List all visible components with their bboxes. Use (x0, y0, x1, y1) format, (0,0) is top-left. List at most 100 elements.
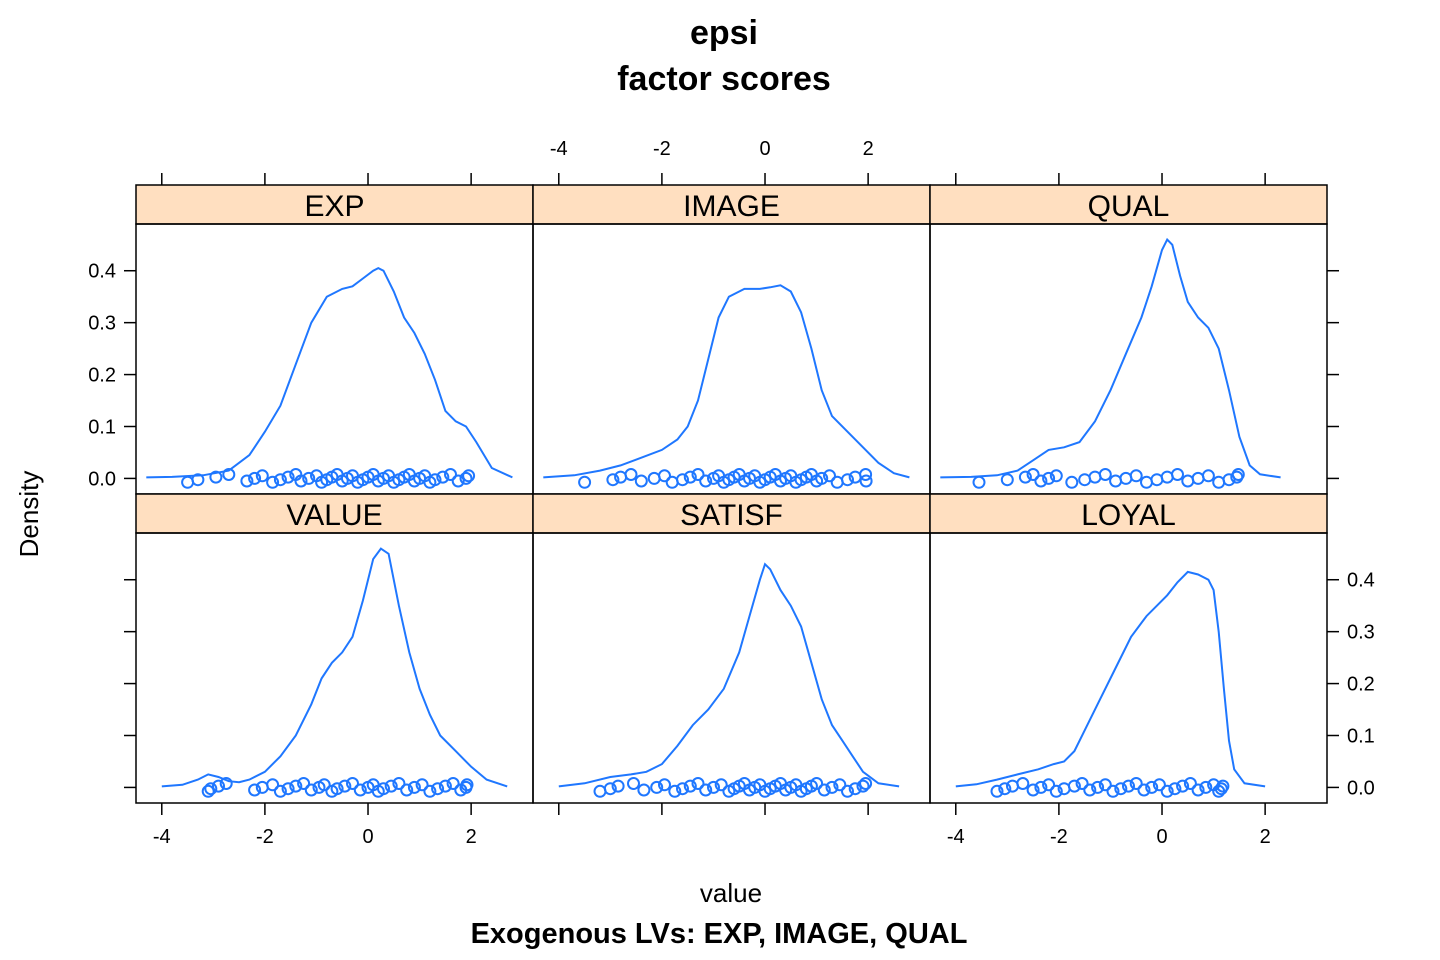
data-point (266, 475, 280, 489)
data-point (1078, 473, 1092, 487)
data-point (204, 782, 218, 796)
data-point (1152, 778, 1166, 792)
data-point (281, 782, 295, 796)
data-point (273, 784, 287, 798)
panel-loyal: LOYAL (929, 493, 1328, 804)
data-point (436, 470, 450, 484)
data-point (444, 468, 457, 481)
data-point (1140, 475, 1153, 489)
density-curve-value (161, 547, 508, 788)
x-tick-label: -2 (653, 138, 671, 160)
panel-frame-qual (929, 223, 1328, 495)
data-point (699, 783, 713, 797)
data-point (330, 782, 344, 796)
data-point (451, 474, 465, 488)
data-point (998, 782, 1012, 796)
strip-label-qual: QUAL (1088, 190, 1170, 223)
data-point (1065, 475, 1079, 489)
data-point (1034, 474, 1048, 488)
data-point (699, 474, 713, 488)
panel-qual: QUAL (929, 184, 1328, 495)
data-point (683, 779, 697, 793)
y-tick-label: 0.3 (88, 313, 116, 335)
data-point (1083, 783, 1097, 797)
density-curve-exp (146, 266, 513, 479)
data-point (1042, 471, 1056, 485)
data-point (650, 780, 664, 794)
data-point (1026, 468, 1040, 481)
data-point (990, 784, 1004, 798)
x-tick-label: -2 (1050, 826, 1068, 848)
data-point (830, 475, 844, 489)
data-point (248, 471, 262, 485)
data-point (1034, 780, 1048, 794)
x-tick-label: -2 (256, 826, 274, 848)
data-point (634, 474, 648, 488)
data-point (714, 778, 728, 792)
data-point (1091, 780, 1105, 794)
chart-title-line-2: factor scores (617, 60, 831, 98)
data-point (1106, 784, 1120, 798)
x-tick-label: -4 (947, 826, 965, 848)
data-point (219, 777, 233, 790)
data-point (212, 779, 225, 793)
data-point (423, 784, 437, 798)
data-point (431, 782, 445, 796)
data-point (815, 471, 829, 485)
data-point (1122, 779, 1135, 793)
data-point (460, 778, 474, 792)
panel-frame-value (135, 532, 534, 804)
data-point (459, 471, 473, 485)
data-point (637, 783, 651, 797)
strip-label-image: IMAGE (683, 190, 780, 223)
data-point (240, 474, 254, 488)
data-point (1183, 777, 1197, 790)
chart-subtitle: Exogenous LVs: EXP, IMAGE, QUAL (471, 918, 968, 950)
chart-title-line-1: epsi (690, 14, 758, 52)
strip-label-exp: EXP (304, 190, 364, 223)
strip-label-satisf: SATISF (680, 499, 783, 532)
data-point (1088, 470, 1102, 484)
panel-image: IMAGE (532, 184, 931, 495)
data-point (1049, 784, 1063, 798)
data-point (859, 474, 873, 488)
y-tick-label: 0.3 (1347, 622, 1375, 644)
data-point (1212, 475, 1226, 489)
data-point (1145, 780, 1159, 794)
data-point (647, 471, 661, 485)
data-point (289, 779, 303, 793)
data-point (1114, 782, 1128, 796)
data-point (823, 469, 836, 483)
panel-frame-exp (135, 223, 534, 495)
data-point (438, 779, 452, 793)
panel-frame-satisf (532, 532, 931, 804)
data-point (1191, 783, 1205, 797)
data-point (1150, 473, 1164, 487)
data-point (624, 468, 638, 481)
data-point (825, 780, 839, 794)
data-point (627, 777, 640, 790)
y-tick-label: 0.1 (88, 417, 116, 439)
data-point (841, 784, 854, 798)
data-point (606, 473, 620, 487)
data-point (304, 783, 318, 797)
strip-image (532, 184, 931, 225)
data-point (691, 468, 705, 481)
data-point (665, 475, 679, 489)
data-point (707, 780, 720, 794)
data-point (255, 469, 269, 483)
data-point (1075, 777, 1089, 790)
data-point (668, 784, 682, 798)
data-point (691, 777, 705, 790)
data-point (181, 475, 195, 489)
data-point (209, 470, 223, 484)
axes-group: -4 -4 -4 -2 -2 -2 0 0 0 2 2 2 0.0 0.0 0.1 0.1 0.2 0.2 0.3 0… (88, 138, 1375, 848)
data-point (191, 473, 205, 487)
data-point (1042, 778, 1056, 792)
data-point (1201, 469, 1215, 483)
data-point (1119, 471, 1133, 485)
x-tick-label: -4 (550, 138, 568, 160)
y-tick-label: 0.0 (1347, 777, 1375, 799)
panels-group: EXP IMAGE QUAL VALUE SATISF LOYAL (135, 184, 1328, 804)
